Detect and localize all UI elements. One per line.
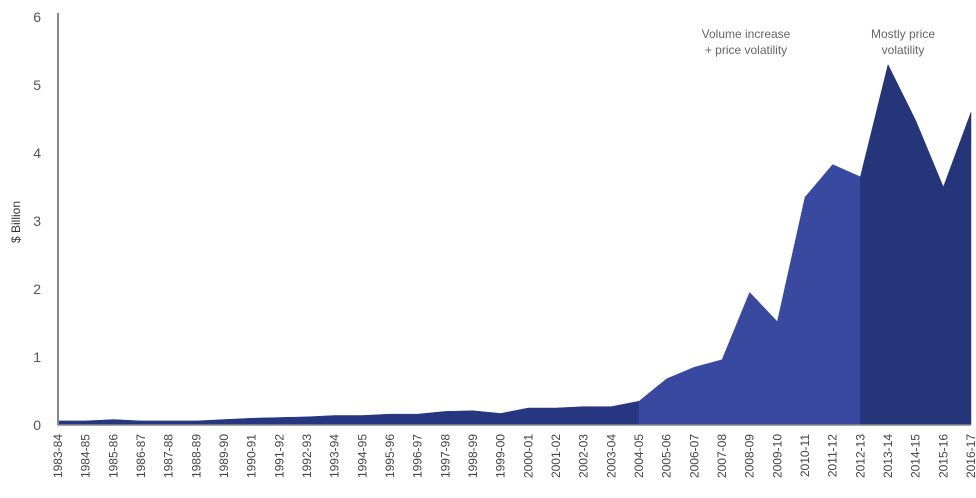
- x-tick-label: 1988-89: [189, 434, 203, 478]
- axes: [57, 13, 971, 426]
- x-tick-label: 2002-03: [577, 434, 591, 478]
- x-tick-label: 2012-13: [853, 434, 867, 478]
- area-segment-2: [638, 164, 861, 426]
- area-segment-3: [860, 63, 972, 426]
- x-tick-label: 1983-84: [51, 434, 65, 478]
- x-tick-label: 1985-86: [106, 434, 120, 478]
- area-segment-1: [57, 400, 640, 426]
- x-tick-label: 1998-99: [466, 434, 480, 478]
- x-tick-label: 1999-00: [494, 434, 508, 478]
- x-tick-label: 1995-96: [383, 434, 397, 478]
- x-tick-label: 2000-01: [521, 434, 535, 478]
- x-tick-label: 2005-06: [660, 434, 674, 478]
- area-fills: [57, 63, 972, 426]
- x-tick-label: 2007-08: [715, 434, 729, 478]
- x-tick-label: 1993-94: [328, 434, 342, 478]
- y-tick-label: 3: [33, 213, 41, 229]
- y-tick-label: 0: [33, 417, 41, 433]
- x-tick-label: 1994-95: [355, 434, 369, 478]
- x-tick-label: 2004-05: [632, 434, 646, 478]
- y-tick-label: 2: [33, 281, 41, 297]
- y-tick-label: 1: [33, 349, 41, 365]
- y-tick-label: 6: [33, 9, 41, 25]
- x-tick-label: 1992-93: [300, 434, 314, 478]
- x-tick-label: 2008-09: [743, 434, 757, 478]
- x-tick-label: 2014-15: [909, 434, 923, 478]
- annotations: Volume increase + price volatility Mostly …: [702, 27, 936, 57]
- x-tick-label: 1990-91: [245, 434, 259, 478]
- x-tick-label: 2013-14: [881, 434, 895, 478]
- x-tick-label: 1996-97: [411, 434, 425, 478]
- x-tick-label: 1997-98: [438, 434, 452, 478]
- x-tick-label: 1986-87: [134, 434, 148, 478]
- annotation-text: Mostly price: [871, 27, 935, 41]
- x-tick-label: 1984-85: [79, 434, 93, 478]
- x-tick-label: 1991-92: [272, 434, 286, 478]
- x-tick-label: 1989-90: [217, 434, 231, 478]
- y-tick-label: 4: [33, 145, 41, 161]
- annotation-text: Volume increase: [702, 27, 791, 41]
- x-tick-label: 1987-88: [162, 434, 176, 478]
- x-tick-label: 2003-04: [604, 434, 618, 478]
- x-tick-label: 2016-17: [964, 434, 976, 478]
- x-tick-label: 2006-07: [687, 434, 701, 478]
- x-tick-label: 2001-02: [549, 434, 563, 478]
- x-tick-label: 2015-16: [936, 434, 950, 478]
- x-tick-labels: 1983-84 1984-85 1985-86 1986-87 1987-88 1988-…: [51, 434, 976, 478]
- x-tick-label: 2010-11: [798, 434, 812, 477]
- y-tick-labels: 0 1 2 3 4 5 6: [33, 9, 41, 433]
- annotation-text: + price volatility: [705, 43, 787, 57]
- annotation-text: volatility: [882, 43, 925, 57]
- y-tick-label: 5: [33, 77, 41, 93]
- x-tick-label: 2011-12: [826, 434, 840, 477]
- y-axis-label: $ Billion: [9, 201, 23, 243]
- x-tick-label: 2009-10: [770, 434, 784, 478]
